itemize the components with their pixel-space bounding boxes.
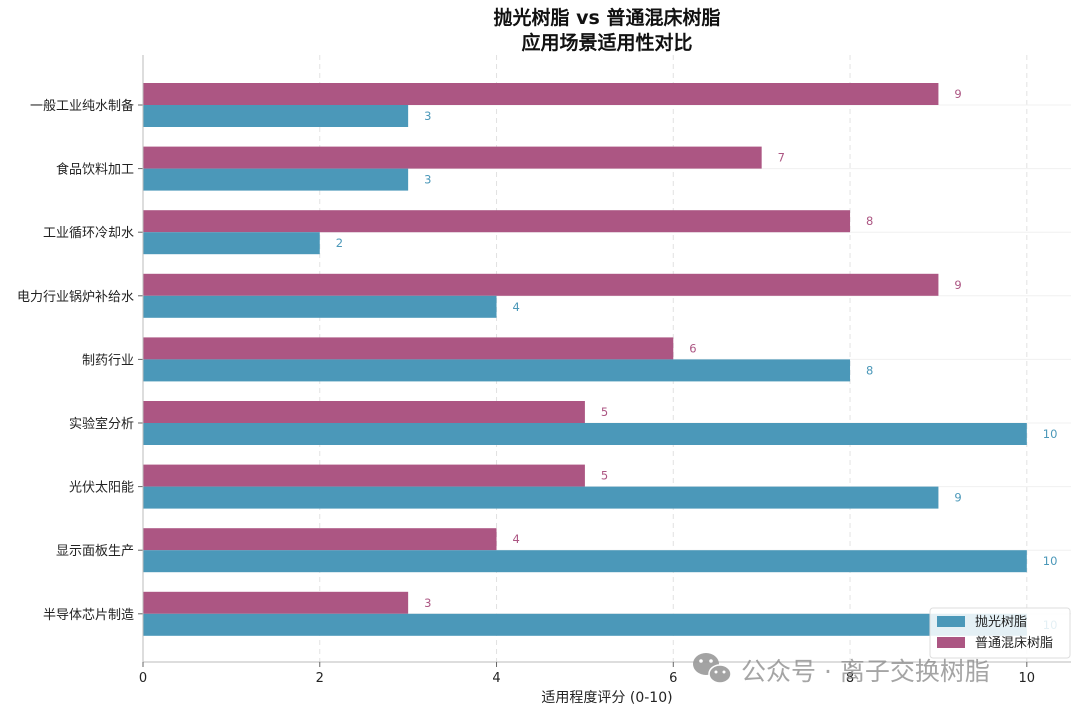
x-tick-label-8: 8 — [846, 671, 854, 686]
bar-mixed-bed-resin-7 — [143, 528, 497, 551]
bars — [143, 83, 1027, 636]
bar-mixed-bed-resin-1 — [143, 146, 762, 169]
bar-polishing-resin-1 — [143, 168, 409, 191]
axes — [138, 55, 1071, 667]
category-label-0: 一般工业纯水制备 — [30, 98, 134, 114]
legend-swatch-mixed-bed-resin — [937, 637, 965, 648]
x-tick-label-2: 2 — [316, 671, 324, 686]
x-tick-label-6: 6 — [669, 671, 677, 686]
value-label-polishing-resin-7: 10 — [1043, 554, 1058, 568]
bar-polishing-resin-8 — [143, 613, 1027, 636]
value-label-mixed-bed-resin-6: 5 — [601, 469, 608, 483]
x-tick-label-4: 4 — [492, 671, 500, 686]
category-label-5: 实验室分析 — [69, 416, 134, 432]
bar-polishing-resin-0 — [143, 105, 409, 127]
value-label-mixed-bed-resin-0: 9 — [954, 87, 961, 101]
value-label-mixed-bed-resin-3: 9 — [954, 278, 961, 292]
chart-title: 抛光树脂 vs 普通混床树脂 应用场景适用性对比 — [494, 6, 721, 54]
value-label-polishing-resin-6: 9 — [954, 491, 961, 505]
category-label-7: 显示面板生产 — [56, 544, 134, 559]
value-label-polishing-resin-1: 3 — [424, 173, 431, 187]
legend-label-polishing-resin: 抛光树脂 — [975, 615, 1027, 630]
x-axis-title: 适用程度评分 (0-10) — [541, 690, 672, 706]
category-label-4: 制药行业 — [82, 353, 134, 368]
bar-polishing-resin-5 — [143, 423, 1027, 445]
legend-label-mixed-bed-resin: 普通混床树脂 — [975, 636, 1053, 651]
bar-polishing-resin-4 — [143, 359, 851, 382]
chart-title-line-2: 应用场景适用性对比 — [521, 31, 692, 54]
legend: 抛光树脂 普通混床树脂 — [929, 607, 1071, 659]
value-label-mixed-bed-resin-2: 8 — [866, 214, 873, 228]
bar-polishing-resin-3 — [143, 295, 497, 318]
category-label-8: 半导体芯片制造 — [43, 608, 134, 623]
value-label-mixed-bed-resin-8: 3 — [424, 596, 431, 610]
category-label-1: 食品饮料加工 — [56, 162, 134, 178]
chart-title-line-1: 抛光树脂 vs 普通混床树脂 — [494, 6, 721, 29]
value-label-polishing-resin-3: 4 — [513, 300, 520, 314]
bar-polishing-resin-2 — [143, 232, 320, 255]
bar-mixed-bed-resin-3 — [143, 273, 939, 296]
value-label-polishing-resin-5: 10 — [1043, 427, 1058, 441]
bar-polishing-resin-7 — [143, 550, 1027, 573]
bar-mixed-bed-resin-6 — [143, 464, 585, 487]
x-tick-label-10: 10 — [1019, 671, 1036, 686]
bar-mixed-bed-resin-4 — [143, 337, 674, 360]
legend-swatch-polishing-resin — [937, 616, 965, 627]
category-label-6: 光伏太阳能 — [69, 481, 134, 496]
watermark-text: 公众号 · 离子交换树脂 — [741, 657, 990, 686]
value-label-mixed-bed-resin-1: 7 — [778, 151, 785, 165]
bar-polishing-resin-6 — [143, 486, 939, 509]
category-label-2: 工业循环冷却水 — [43, 226, 134, 241]
watermark: 公众号 · 离子交换树脂 — [693, 653, 990, 686]
value-label-polishing-resin-2: 2 — [336, 236, 343, 250]
labels: 9 3 一般工业纯水制备 7 3 食品饮料加工 8 2 工业循环冷却水 9 4 电力行业锅炉补给水 6 8… — [17, 87, 1057, 686]
bar-mixed-bed-resin-2 — [143, 210, 851, 233]
value-label-mixed-bed-resin-7: 4 — [513, 532, 520, 546]
bar-mixed-bed-resin-0 — [143, 83, 939, 105]
category-label-3: 电力行业锅炉补给水 — [17, 289, 134, 305]
value-label-polishing-resin-0: 3 — [424, 109, 431, 123]
wechat-icon — [693, 653, 732, 684]
value-label-mixed-bed-resin-4: 6 — [689, 341, 696, 355]
bar-mixed-bed-resin-5 — [143, 401, 585, 423]
x-tick-label-0: 0 — [139, 671, 147, 686]
value-label-mixed-bed-resin-5: 5 — [601, 405, 608, 419]
bar-mixed-bed-resin-8 — [143, 591, 409, 614]
value-label-polishing-resin-4: 8 — [866, 363, 873, 377]
